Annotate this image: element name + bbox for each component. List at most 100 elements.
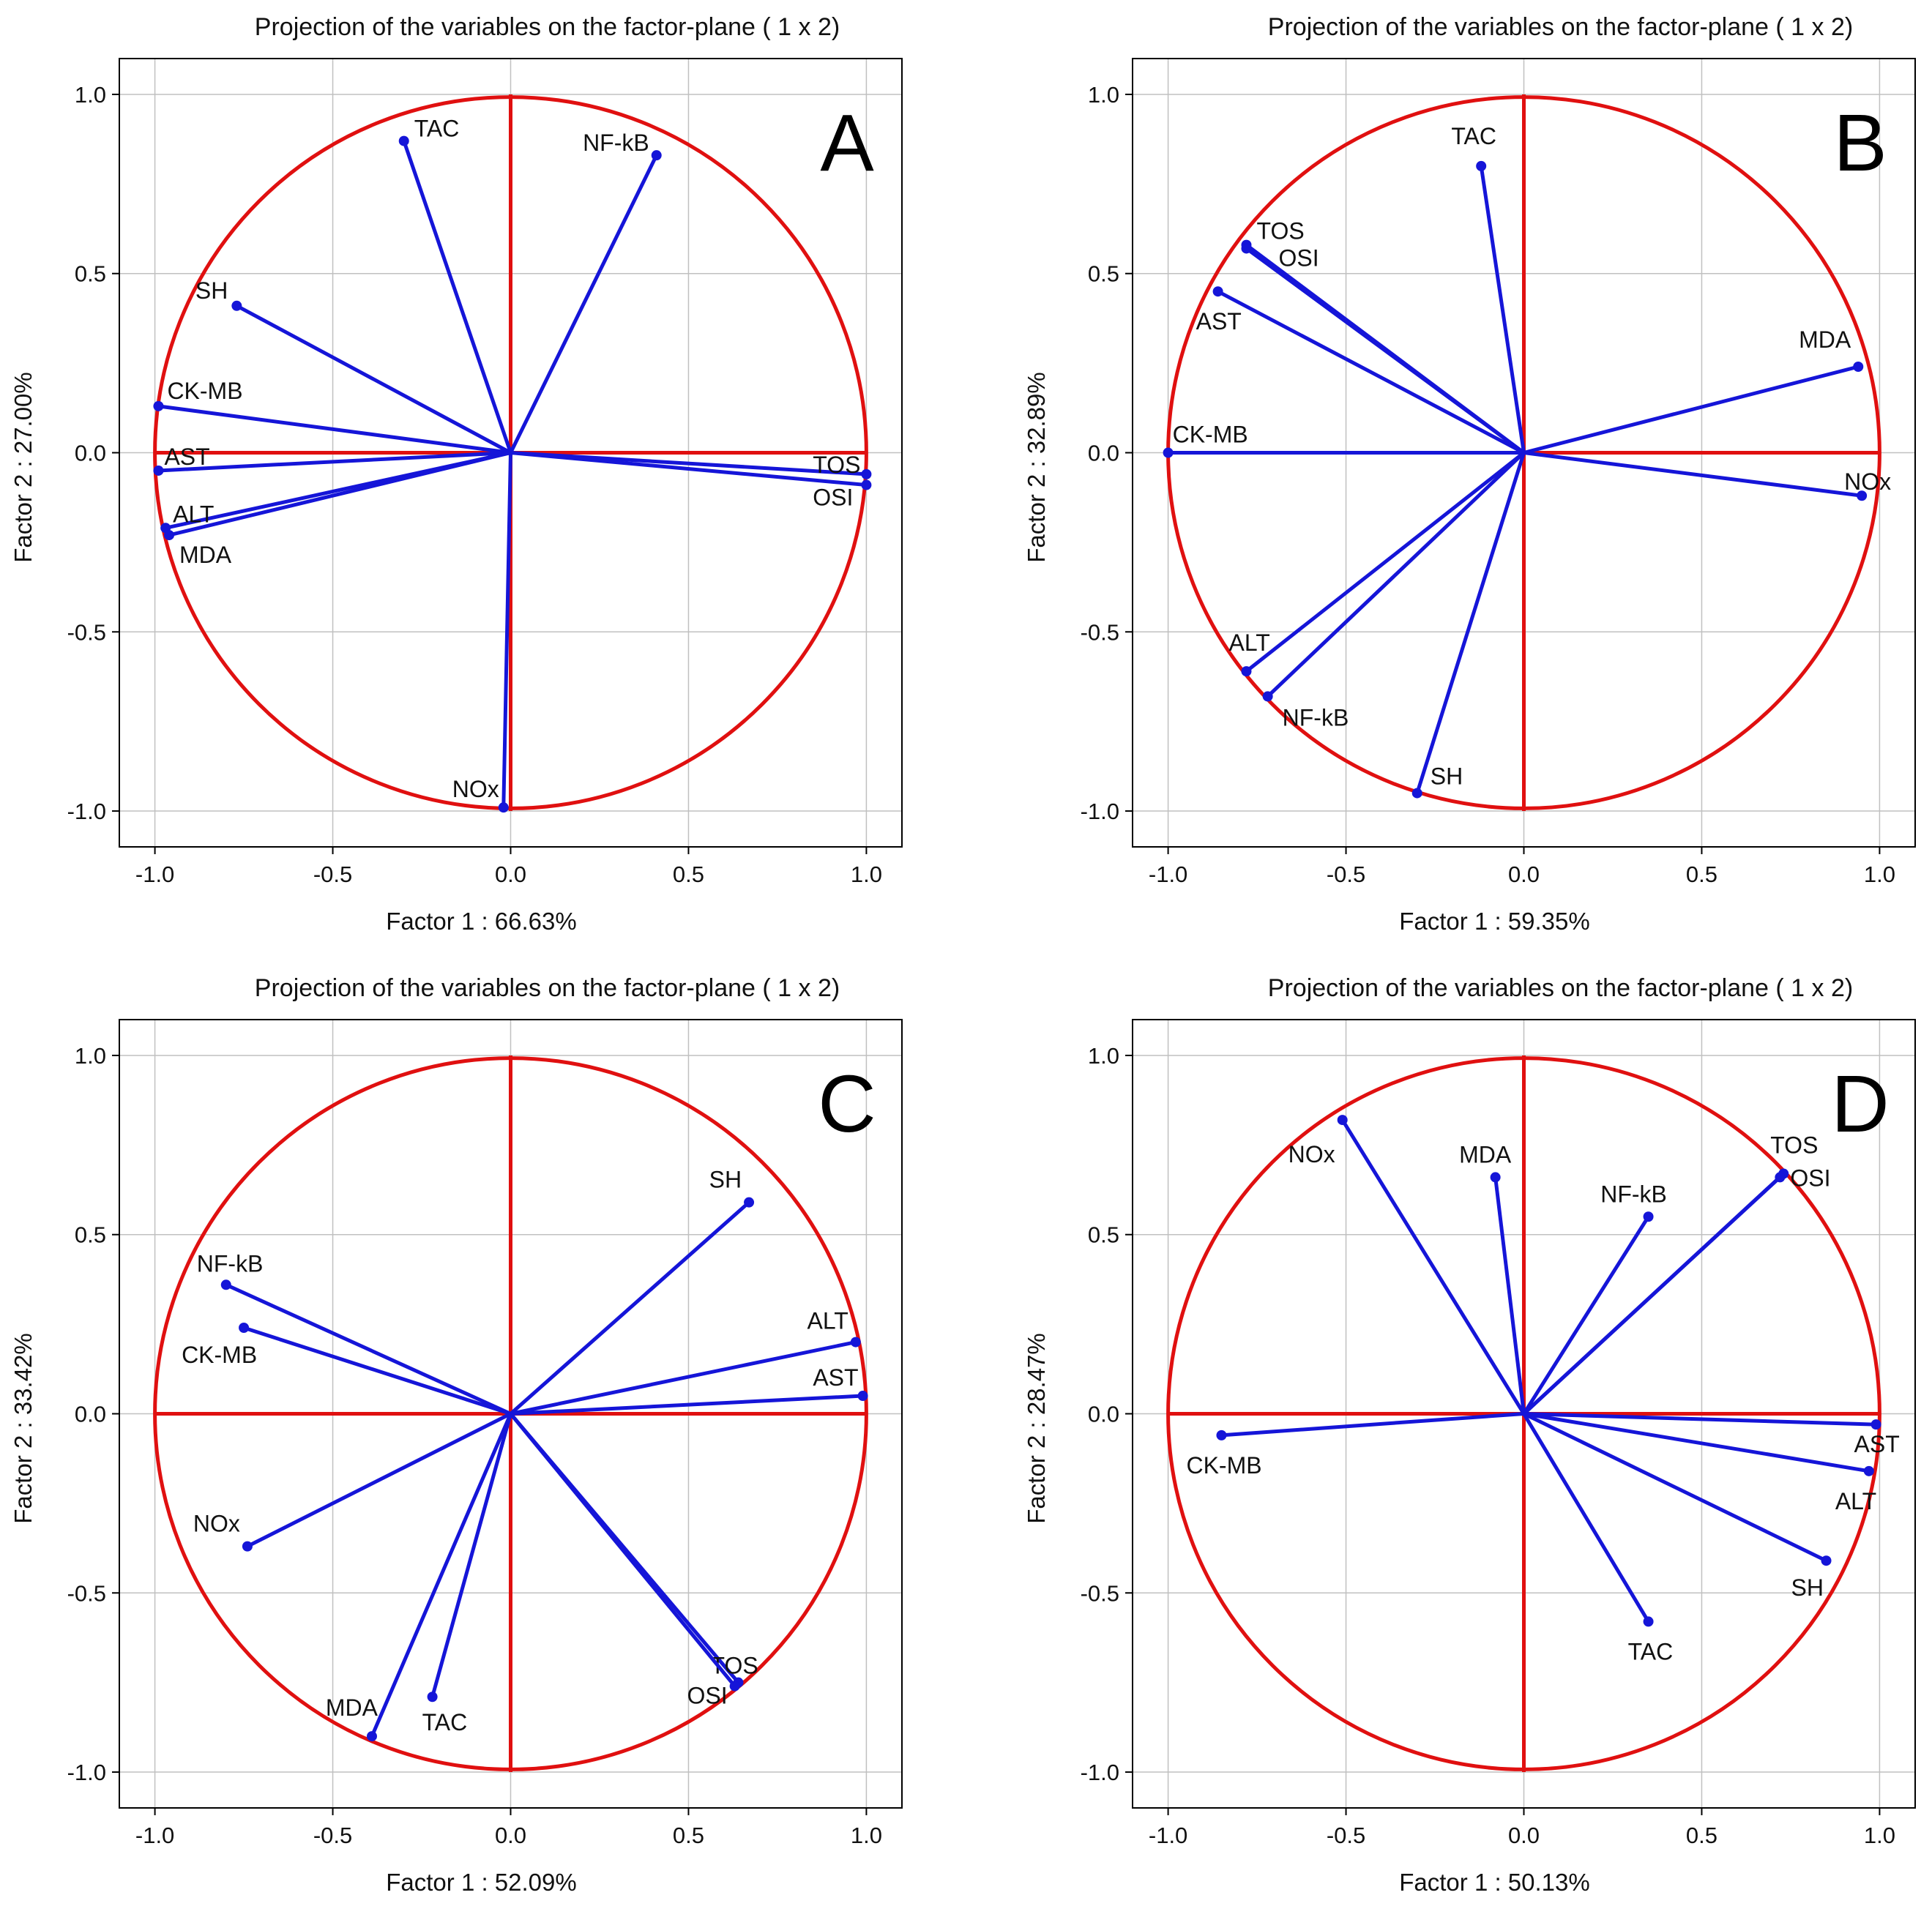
loading-vector-ast [1217,289,1525,455]
loading-vector-tac [402,140,512,454]
variable-label-osi: OSI [1790,1165,1830,1191]
loading-point-alt [1241,666,1252,677]
loading-vector-alt [1523,1412,1870,1473]
y-tick-label: 0.0 [75,441,106,466]
loading-vector-tac [430,1413,512,1697]
loading-point-osi [1241,243,1252,254]
variable-label-tac: TAC [422,1709,468,1735]
loading-point-tac [398,135,409,146]
loading-point-ast [857,1391,868,1402]
loading-point-alt [850,1337,861,1348]
loading-vector-mda [370,1413,512,1738]
variable-label-alt: ALT [808,1308,848,1334]
x-tick-label: -0.5 [313,1823,352,1848]
loading-vector-mda [1523,365,1859,455]
loading-vector-ck-mb [158,404,511,455]
panel-title: Projection of the variables on the facto… [1268,13,1853,41]
variable-label-tos: TOS [1256,218,1304,244]
loading-point-tac [1643,1616,1654,1627]
variable-label-nox: NOx [452,776,499,802]
x-axis-label: Factor 1 : 50.13% [1399,1869,1589,1896]
x-tick-label: 0.0 [495,862,526,887]
loading-point-tac [1476,160,1487,171]
loading-point-ast [1871,1419,1881,1430]
loading-point-nox [1857,490,1868,501]
x-tick-label: 0.0 [495,1823,526,1848]
loading-vector-ck-mb [243,1326,512,1416]
x-axis-label: Factor 1 : 52.09% [386,1869,576,1896]
loading-point-osi [729,1681,740,1692]
y-tick-label: 0.0 [1088,441,1119,466]
panel-title: Projection of the variables on the facto… [255,974,840,1002]
loading-point-mda [366,1731,377,1742]
panel-b: -1.0 -0.5 0.0 0.5 1.0 1.0 0.5 0.0 -0.5 -1.0 Projec… [1023,13,1916,935]
variable-label-sh: SH [709,1167,742,1193]
panel-letter: B [1833,98,1887,188]
loading-point-sh [1411,788,1422,799]
panel-letter: A [820,98,874,188]
y-axis-label: Factor 2 : 28.47% [1023,1333,1050,1523]
variable-label-tos: TOS [813,452,860,478]
loading-point-ck-mb [1216,1430,1227,1440]
loading-vector-ast [510,1394,863,1416]
variable-label-tac: TAC [1628,1638,1674,1664]
loading-point-sh [1821,1555,1832,1566]
loading-point-ast [153,465,164,476]
variable-label-osi: OSI [687,1683,727,1709]
variable-label-ck-mb: CK-MB [182,1342,257,1368]
loading-point-tos [861,468,872,479]
variable-label-tac: TAC [414,116,460,142]
loading-vector-tac [1479,165,1526,453]
loading-point-mda [1490,1172,1501,1183]
loading-vector-sh [236,304,512,455]
y-tick-label: -1.0 [1081,1760,1119,1785]
y-tick-label: 1.0 [75,1043,106,1069]
x-axis-label: Factor 1 : 66.63% [386,908,576,935]
variable-label-ck-mb: CK-MB [1173,422,1248,448]
y-tick-label: -0.5 [1081,619,1119,645]
loading-point-ck-mb [153,400,164,411]
y-axis-label: Factor 2 : 32.89% [1023,372,1050,562]
loading-vector-mda [1493,1177,1526,1414]
variable-label-alt: ALT [1228,629,1269,656]
panel-letter: C [818,1059,876,1149]
variable-label-ast: AST [1196,308,1242,335]
loading-point-nf-kb [220,1279,231,1290]
loading-vector-nf-kb [1522,1215,1650,1415]
loading-point-ast [1212,286,1223,297]
loading-vector-ast [158,451,511,473]
panel-d: -1.0 -0.5 0.0 0.5 1.0 1.0 0.5 0.0 -0.5 -1.0 Projec… [1023,974,1916,1896]
y-tick-label: 1.0 [1088,1043,1119,1069]
loading-point-osi [861,479,872,490]
y-tick-label: 0.5 [75,1222,106,1248]
x-tick-label: 0.5 [1686,1823,1717,1848]
x-tick-label: 0.0 [1508,1823,1540,1848]
variable-label-tac: TAC [1451,123,1496,149]
variable-label-ast: AST [164,444,209,470]
loading-vector-ast [1523,1412,1876,1427]
loading-point-nox [242,1541,253,1552]
variable-label-mda: MDA [1799,326,1851,353]
variable-label-osi: OSI [813,485,853,511]
variable-label-nox: NOx [193,1511,240,1537]
x-tick-label: -0.5 [1327,1823,1365,1848]
variable-label-sh: SH [195,277,228,304]
variable-label-nox: NOx [1288,1141,1335,1167]
y-axis-label: Factor 2 : 33.42% [10,1333,37,1523]
loading-vector-nox [1523,451,1862,498]
variable-label-nf-kb: NF-kB [197,1250,264,1277]
loading-point-mda [1853,362,1864,373]
loading-point-sh [744,1197,755,1208]
loading-vector-nf-kb [225,1282,512,1416]
loading-point-ck-mb [239,1323,250,1334]
variable-label-nox: NOx [1844,468,1891,495]
loading-vector-mda [168,451,512,537]
y-tick-label: 0.0 [75,1402,106,1427]
variable-label-sh: SH [1431,763,1463,790]
y-tick-label: 1.0 [75,82,106,108]
loading-point-mda [164,530,175,541]
loading-point-nox [1337,1115,1348,1126]
x-tick-label: -1.0 [135,1823,174,1848]
loading-vector-ck-mb [1221,1412,1524,1438]
